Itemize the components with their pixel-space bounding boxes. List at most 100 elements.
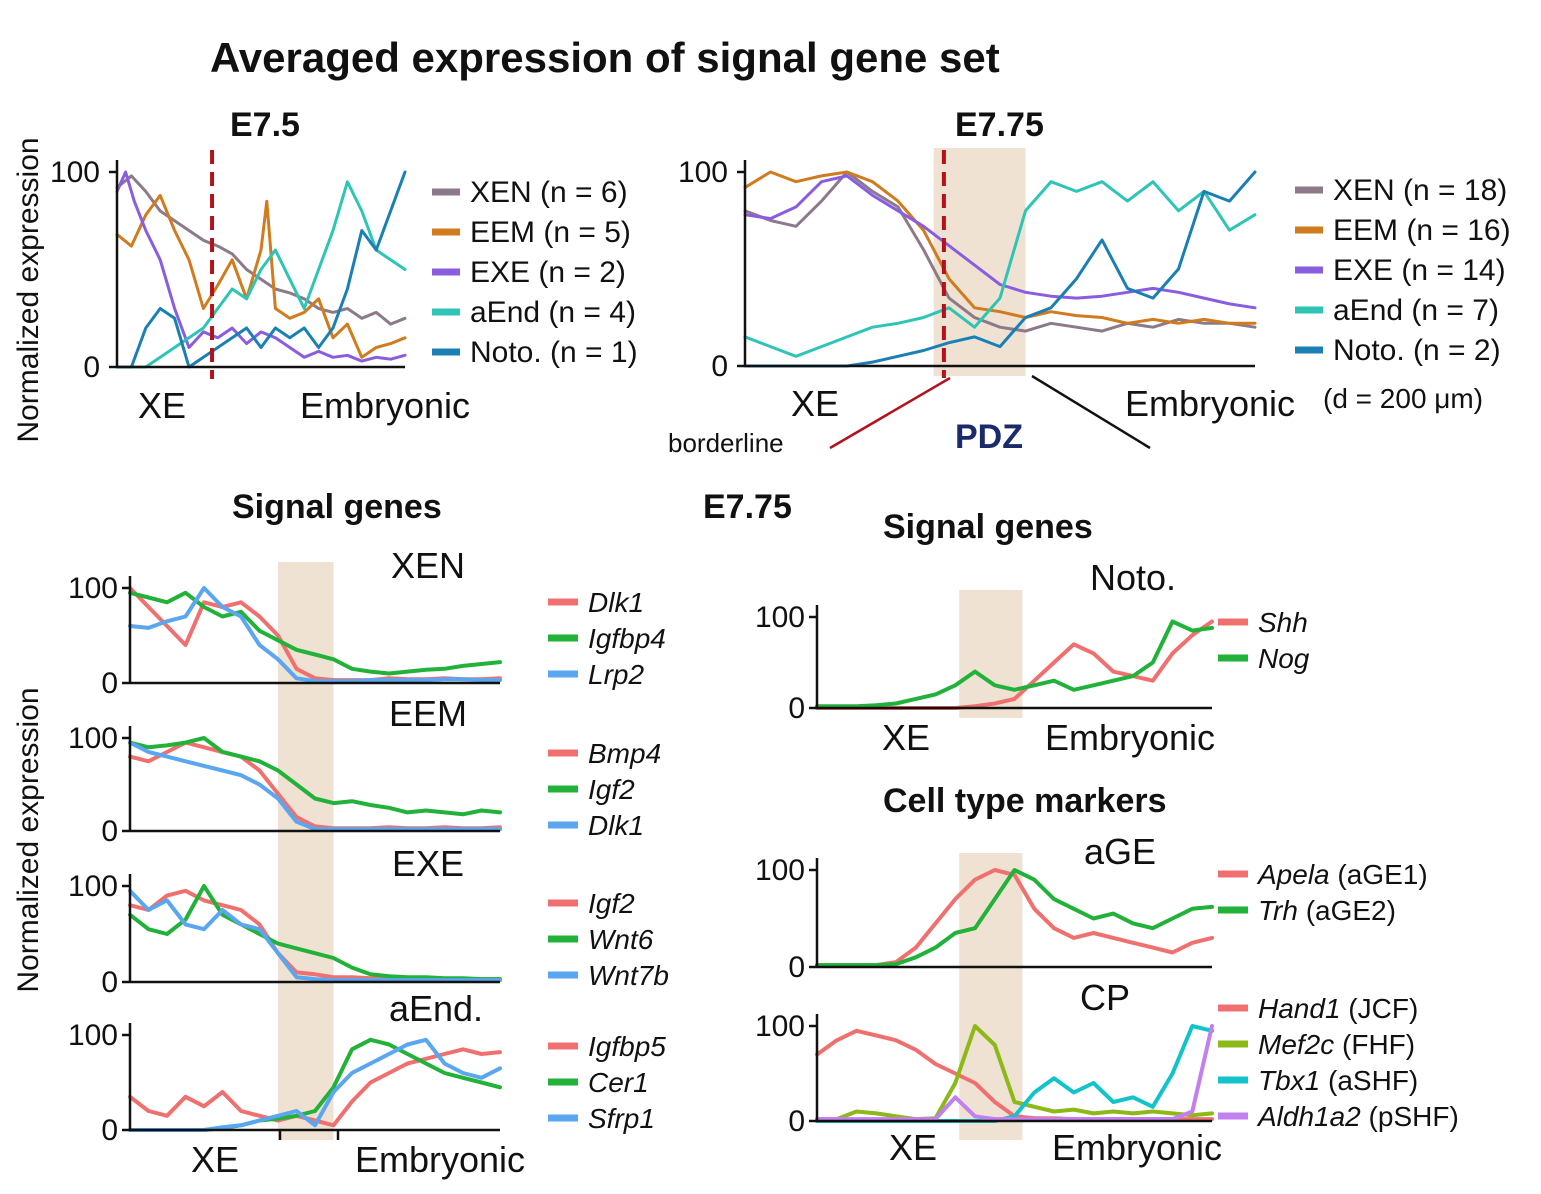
series-ct_cp-violet bbox=[815, 1024, 1214, 1122]
ytick-label-ct_cp: 100 bbox=[755, 1010, 805, 1043]
distance-label: (d = 200 μm) bbox=[1323, 383, 1483, 414]
cell-type-markers-heading: Cell type markers bbox=[883, 782, 1167, 820]
series-e75-aEnd bbox=[115, 180, 407, 369]
ytick-label-ct_age: 0 bbox=[788, 951, 805, 984]
legend-label-e75: XEN (n = 6) bbox=[470, 176, 628, 209]
legend-label-ct_cp: Hand1 (JCF) bbox=[1258, 993, 1418, 1024]
series-e775-aEnd bbox=[743, 180, 1257, 358]
legend-label-sg_eem: Dlk1 bbox=[588, 810, 644, 841]
series-e75-XEN bbox=[115, 174, 407, 326]
ytick-label-sg_eem: 100 bbox=[68, 722, 118, 755]
legend-label-e75: EEM (n = 5) bbox=[470, 216, 631, 249]
legend-label-sg_aend: Igfbp5 bbox=[588, 1031, 666, 1062]
panel-title-ct_age: aGE bbox=[1084, 831, 1156, 872]
xtick-label-e75: XE bbox=[138, 385, 186, 426]
legend-label-e775: EXE (n = 14) bbox=[1333, 254, 1506, 287]
legend-label-ct_cp: Tbx1 (aSHF) bbox=[1258, 1065, 1418, 1096]
y-axis-label-bottom: Normalized expression bbox=[12, 687, 45, 992]
ytick-label-sg_aend: 100 bbox=[68, 1019, 118, 1052]
series-ct_age-green bbox=[815, 868, 1214, 968]
e75-label: E7.5 bbox=[230, 106, 300, 144]
legend-label-sg_exe: Igf2 bbox=[588, 888, 635, 919]
y-axis-label-top: Normalized expression bbox=[12, 137, 45, 442]
series-e775-EXE bbox=[743, 174, 1257, 310]
legend-label-e75: Noto. (n = 1) bbox=[470, 336, 638, 369]
series-sg_exe-blue bbox=[128, 888, 502, 983]
legend-label-sg_xen: Dlk1 bbox=[588, 587, 644, 618]
ytick-label-sg_exe: 100 bbox=[68, 870, 118, 903]
panel-title-sg_noto: Noto. bbox=[1090, 557, 1176, 598]
ytick-label-sg_xen: 100 bbox=[68, 572, 118, 605]
legend-label-e775: Noto. (n = 2) bbox=[1333, 334, 1501, 367]
legend-label-e75: aEnd (n = 4) bbox=[470, 296, 636, 329]
ytick-label-ct_age: 100 bbox=[755, 854, 805, 887]
legend-label-e75: EXE (n = 2) bbox=[470, 256, 626, 289]
panel-ct_age: 100 0 aGE Apela (aGE1) Trh (aGE2) bbox=[755, 831, 1428, 984]
series-e75-Noto bbox=[115, 170, 407, 369]
ytick-label-sg_noto: 100 bbox=[755, 601, 805, 634]
panel-e775: 100 0 XE Embryonic XEN (n = 18) EEM (n = 16) E… bbox=[678, 148, 1511, 424]
pdz-pointer bbox=[1031, 374, 1151, 450]
panel-title-sg_aend: aEnd. bbox=[389, 988, 483, 1029]
series-sg_xen-blue bbox=[128, 586, 502, 684]
legend-label-ct_age: Apela (aGE1) bbox=[1256, 859, 1428, 890]
ytick-label-e75: 0 bbox=[83, 351, 100, 384]
signal-genes-right-heading: Signal genes bbox=[883, 508, 1093, 546]
legend-label-sg_exe: Wnt7b bbox=[588, 960, 669, 991]
ytick-label-e775: 100 bbox=[678, 156, 728, 189]
series-e775-EEM bbox=[743, 170, 1257, 325]
ytick-label-ct_cp: 0 bbox=[788, 1105, 805, 1138]
legend-label-sg_eem: Bmp4 bbox=[588, 738, 661, 769]
series-sg_exe-green bbox=[128, 884, 502, 982]
borderline-pointer bbox=[829, 376, 951, 450]
xtick-label-e775: Embryonic bbox=[1125, 383, 1295, 424]
panel-title-sg_exe: EXE bbox=[392, 843, 464, 884]
panel-e75: 100 0 XE Embryonic XEN (n = 6) EEM (n = 5) EXE… bbox=[50, 150, 638, 426]
ytick-label-sg_noto: 0 bbox=[788, 692, 805, 725]
panel-title-sg_eem: EEM bbox=[389, 693, 467, 734]
pdz-label: PDZ bbox=[955, 418, 1023, 456]
ytick-label-sg_aend: 0 bbox=[101, 1114, 118, 1147]
borderline-label: borderline bbox=[668, 428, 784, 458]
xtick-label-sg_aend: Embryonic bbox=[355, 1139, 525, 1180]
panel-sg_aend: 100 0 XE Embryonic aEnd. Igfbp5 Cer1 Sfrp1 bbox=[68, 988, 666, 1180]
series-e75-EXE bbox=[115, 170, 407, 363]
series-sg_eem-green bbox=[128, 736, 502, 817]
series-sg_xen-green bbox=[128, 590, 502, 676]
xtick-label-e775: XE bbox=[791, 383, 839, 424]
ytick-label-sg_xen: 0 bbox=[101, 667, 118, 700]
legend-label-sg_noto: Shh bbox=[1258, 607, 1308, 638]
series-sg_noto-green bbox=[815, 619, 1214, 709]
legend-label-sg_exe: Wnt6 bbox=[588, 924, 654, 955]
panel-title-sg_xen: XEN bbox=[391, 545, 465, 586]
signal-genes-left-heading: Signal genes bbox=[232, 488, 442, 526]
figure-title: Averaged expression of signal gene set bbox=[210, 34, 1000, 81]
ytick-label-sg_eem: 0 bbox=[101, 815, 118, 848]
legend-label-e775: XEN (n = 18) bbox=[1333, 174, 1507, 207]
legend-label-sg_aend: Cer1 bbox=[588, 1067, 649, 1098]
legend-label-sg_eem: Igf2 bbox=[588, 774, 635, 805]
ytick-label-e775: 0 bbox=[711, 350, 728, 383]
panel-sg_eem: 100 0 EEM Bmp4 Igf2 Dlk1 bbox=[68, 693, 661, 848]
xtick-label-ct_cp: Embryonic bbox=[1052, 1127, 1222, 1168]
legend-label-e775: aEnd (n = 7) bbox=[1333, 294, 1499, 327]
xtick-label-ct_cp: XE bbox=[889, 1127, 937, 1168]
e775-bottom-label: E7.75 bbox=[703, 488, 792, 526]
panel-sg_exe: 100 0 EXE Igf2 Wnt6 Wnt7b bbox=[68, 843, 669, 999]
legend-label-sg_aend: Sfrp1 bbox=[588, 1103, 655, 1134]
xtick-label-e75: Embryonic bbox=[300, 385, 470, 426]
legend-label-ct_age: Trh (aGE2) bbox=[1258, 895, 1396, 926]
panel-title-ct_cp: CP bbox=[1080, 977, 1130, 1018]
pdz-band-sg_noto bbox=[959, 590, 1023, 718]
panel-ct_cp: 100 0 XE Embryonic CP Hand1 (JCF) Mef2c (FHF) T… bbox=[755, 977, 1459, 1168]
legend-label-sg_xen: Lrp2 bbox=[588, 659, 644, 690]
ytick-label-e75: 100 bbox=[50, 156, 100, 189]
legend-label-e775: EEM (n = 16) bbox=[1333, 214, 1511, 247]
xtick-label-sg_aend: XE bbox=[191, 1139, 239, 1180]
legend-label-sg_noto: Nog bbox=[1258, 643, 1310, 674]
legend-label-ct_cp: Aldh1a2 (pSHF) bbox=[1256, 1101, 1459, 1132]
xtick-label-sg_noto: Embryonic bbox=[1045, 717, 1215, 758]
ytick-label-sg_exe: 0 bbox=[101, 966, 118, 999]
series-e75-EEM bbox=[115, 193, 407, 359]
